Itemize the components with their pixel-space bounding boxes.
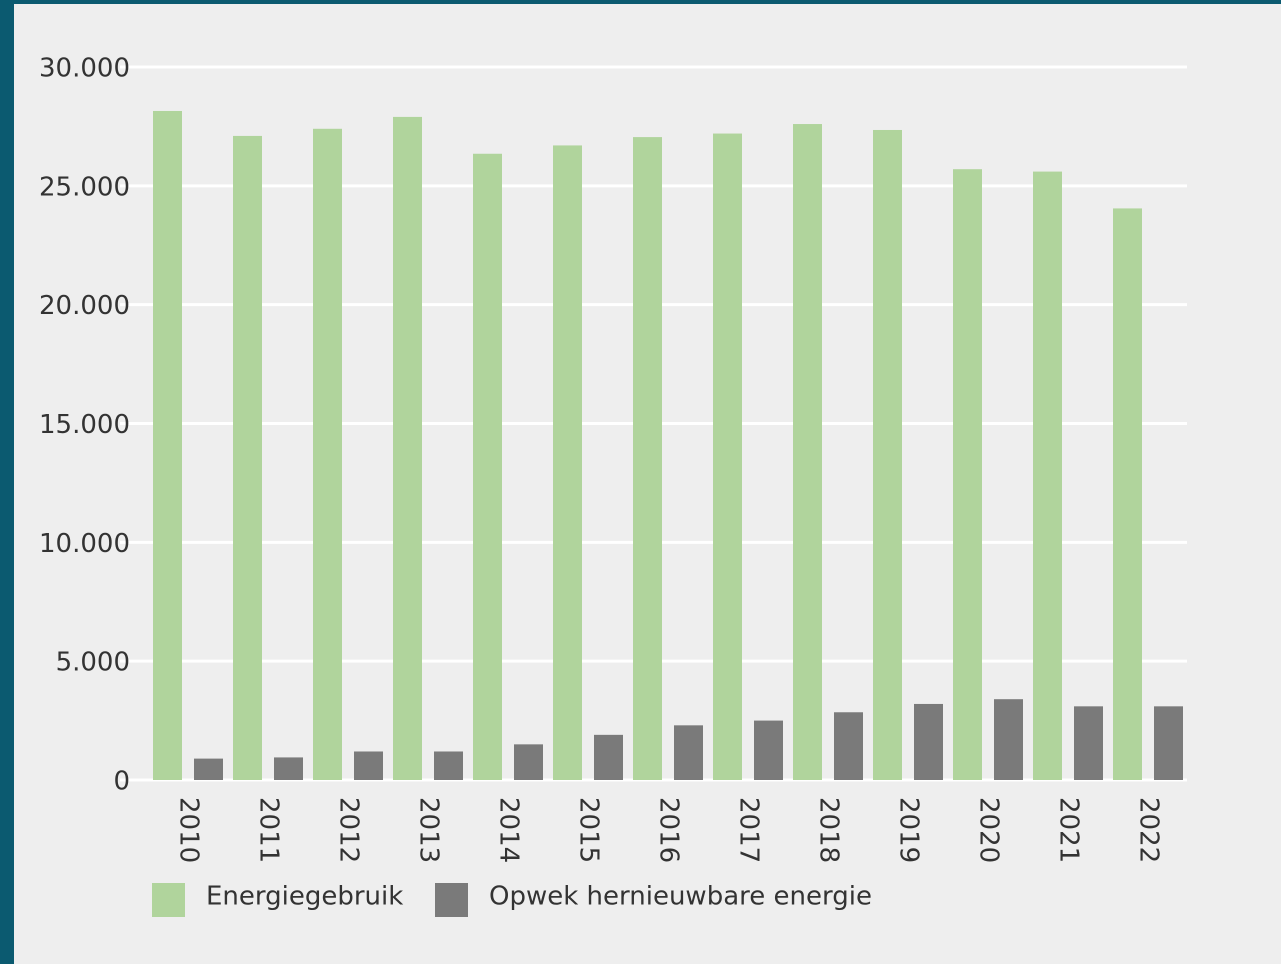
bar [594, 734, 623, 780]
x-tick-label: 2012 [334, 797, 364, 863]
bar [354, 751, 383, 780]
bar [914, 703, 943, 780]
bar [633, 137, 662, 780]
bar [953, 169, 982, 781]
bar [1074, 706, 1103, 780]
bar [274, 757, 303, 780]
x-tick-label: 2018 [814, 797, 844, 863]
y-tick-label: 30.000 [39, 54, 130, 84]
bar [994, 699, 1023, 780]
x-tick-label: 2021 [1054, 797, 1084, 863]
bar [1113, 208, 1142, 780]
bar [313, 128, 342, 780]
legend-swatch [435, 883, 468, 917]
x-tick-label: 2014 [494, 797, 524, 863]
x-tick-label: 2013 [414, 797, 444, 863]
bar [434, 751, 463, 780]
bar [754, 720, 783, 780]
bar [873, 129, 902, 780]
bar [1154, 706, 1183, 780]
bar [713, 133, 742, 781]
legend-label: Opwek hernieuwbare energie [489, 882, 872, 912]
bar [553, 145, 582, 780]
bar [674, 725, 703, 780]
x-tick-label: 2016 [654, 797, 684, 863]
x-tick-label: 2017 [734, 797, 764, 863]
bar [473, 153, 502, 780]
bar [233, 135, 262, 780]
y-tick-label: 0 [113, 767, 130, 797]
bar [194, 758, 223, 780]
bar [834, 712, 863, 780]
bar [1033, 171, 1062, 780]
bar [153, 110, 182, 781]
bar [514, 744, 543, 780]
y-tick-label: 5.000 [56, 648, 130, 678]
y-tick-label: 10.000 [39, 529, 130, 559]
y-tick-label: 20.000 [39, 291, 130, 321]
y-tick-label: 25.000 [39, 172, 130, 202]
x-tick-label: 2015 [574, 797, 604, 863]
bar [393, 116, 422, 780]
x-tick-label: 2022 [1134, 797, 1164, 863]
legend-label: Energiegebruik [206, 882, 403, 912]
x-tick-label: 2011 [254, 797, 284, 863]
legend-swatch [152, 883, 185, 917]
x-tick-label: 2019 [894, 797, 924, 863]
bar [793, 124, 822, 781]
x-tick-label: 2010 [174, 797, 204, 863]
x-tick-label: 2020 [974, 797, 1004, 863]
y-tick-label: 15.000 [39, 410, 130, 440]
